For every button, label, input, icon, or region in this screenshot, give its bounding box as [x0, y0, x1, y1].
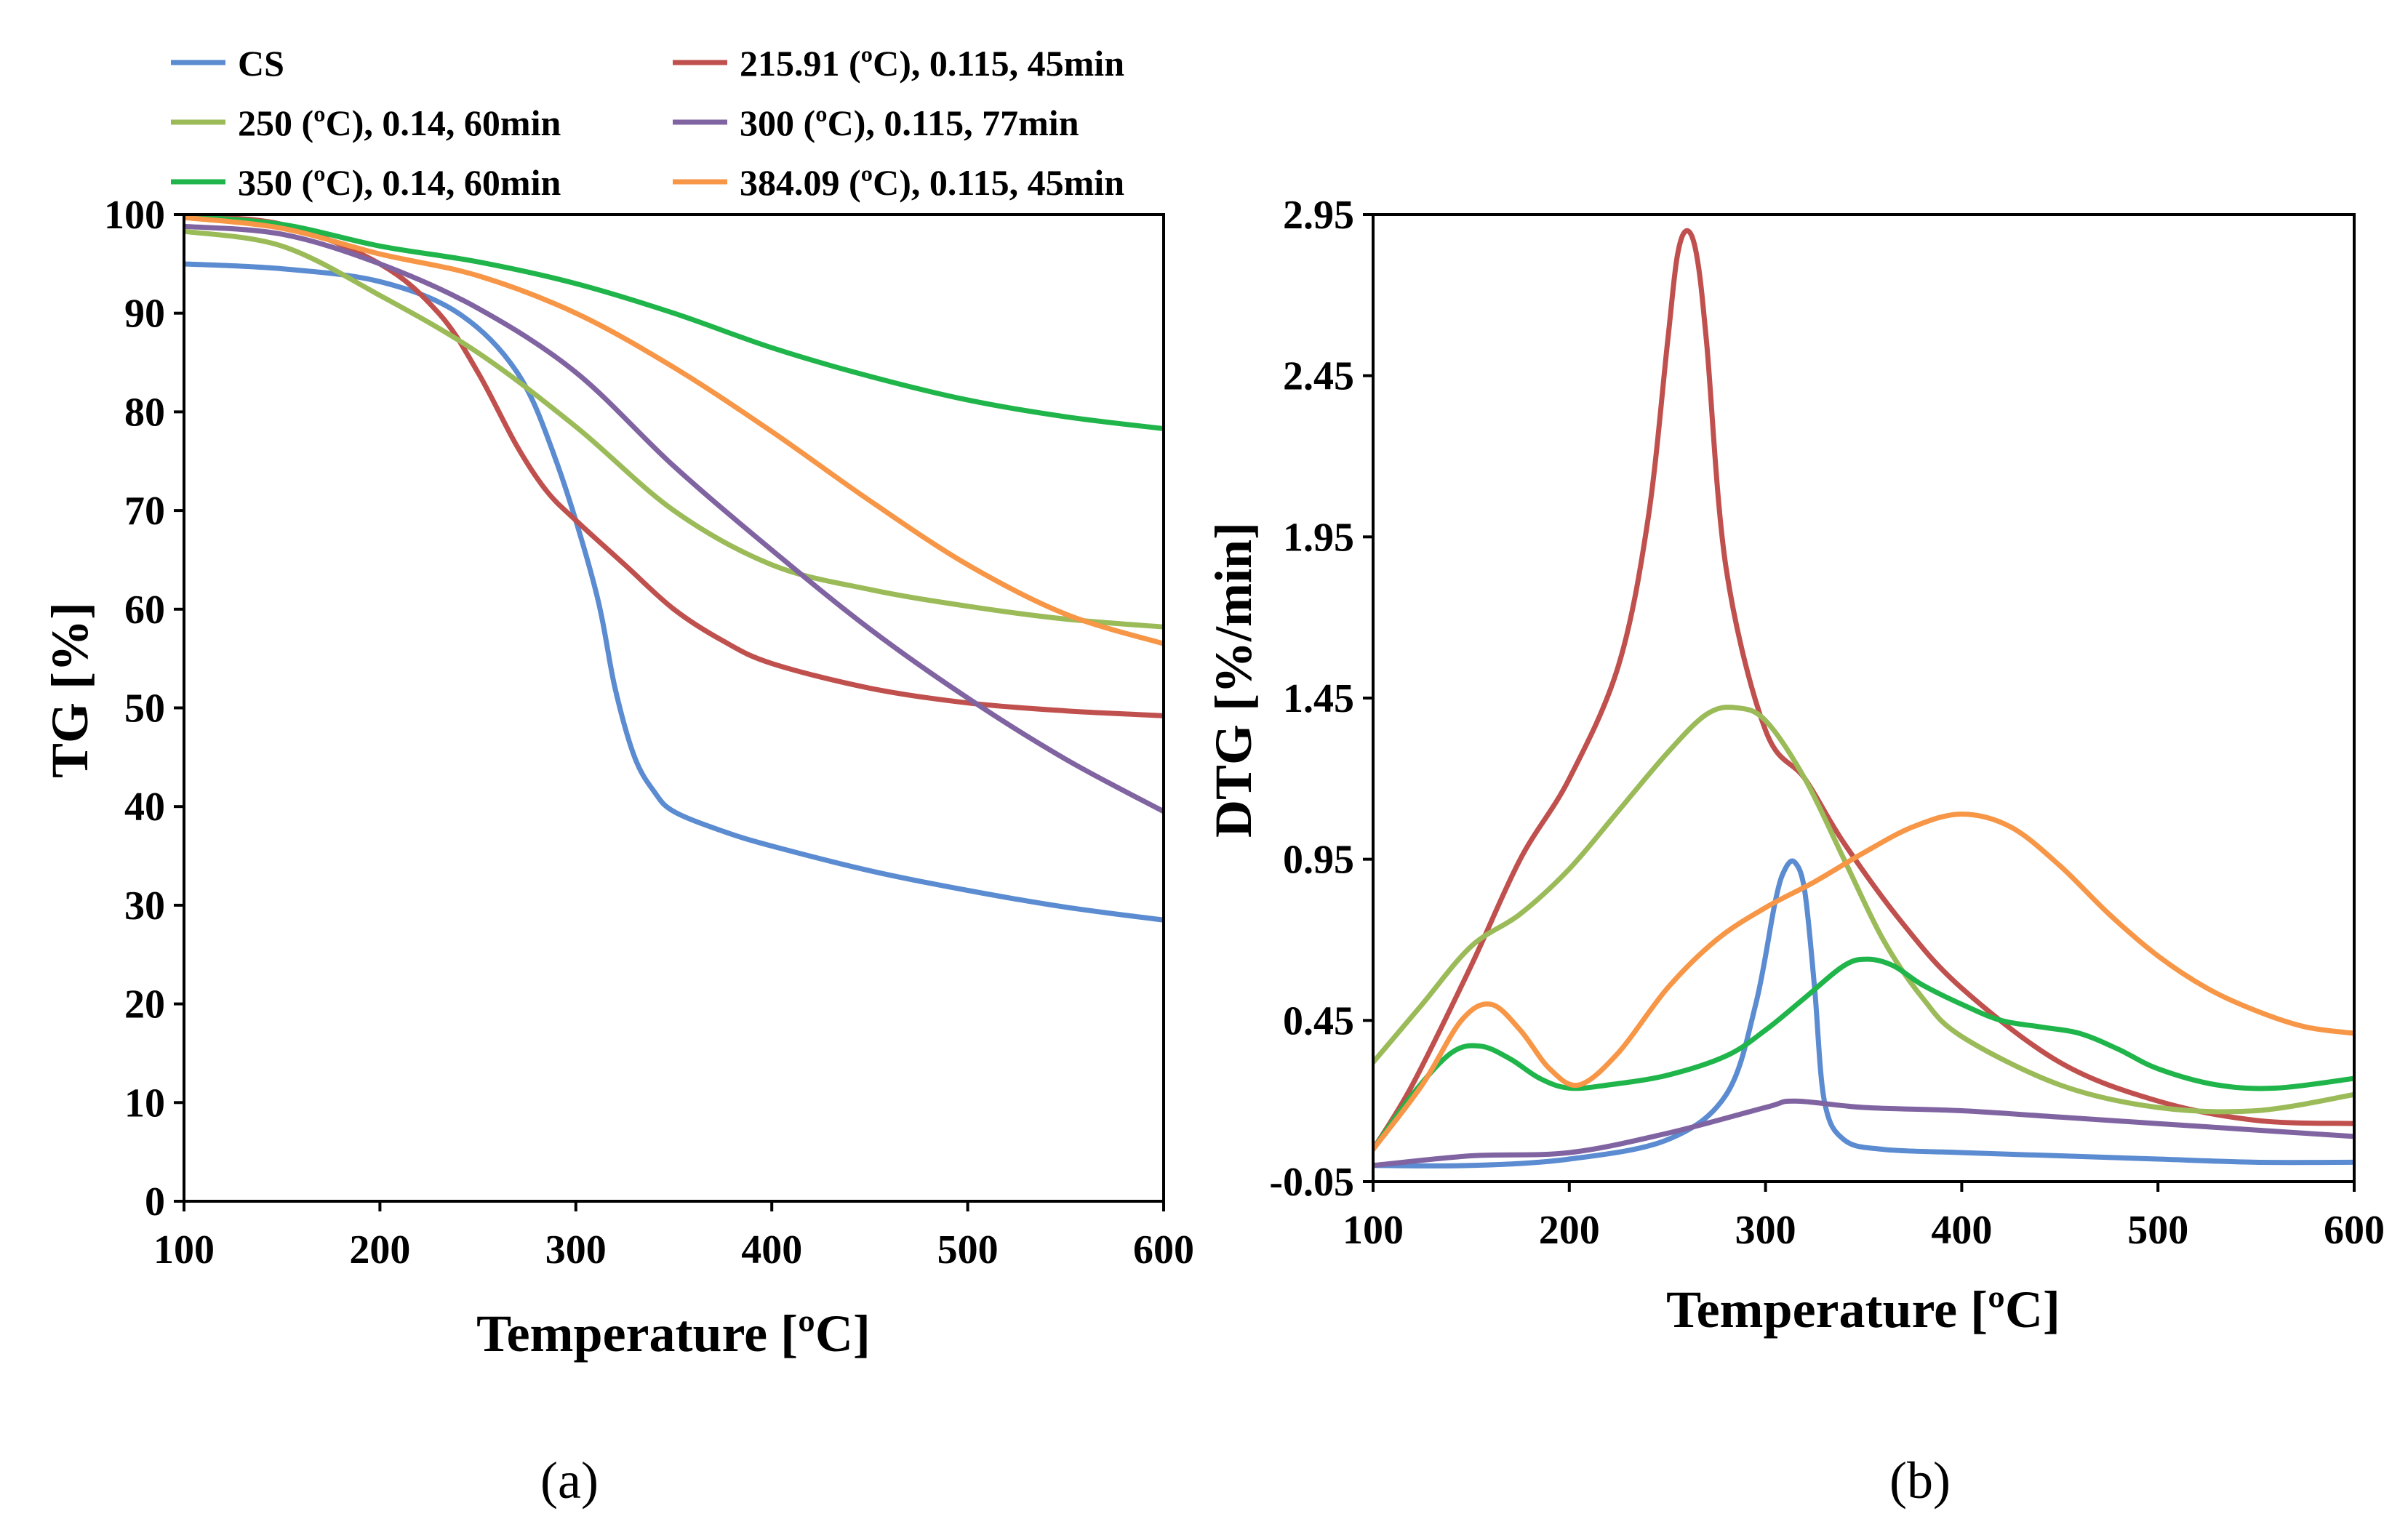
panel-b-ticks: 100 200 300 400 500 600 -0.05 0.45 0.95 1.45 1.95 2…: [1269, 193, 2385, 1253]
legend-entry-label: 215.91 (ºC), 0.115, 45min: [740, 43, 1124, 84]
x-tick-label: 400: [1931, 1208, 1992, 1253]
y-tick-label: 30: [124, 883, 165, 929]
legend-entry-label: 250 (ºC), 0.14, 60min: [238, 103, 561, 143]
series-line-5: [1373, 811, 2354, 1153]
series-line-2: [184, 228, 1164, 630]
panel-a-tg-chart: 100 200 300 400 500 6000102030405060708090100…: [41, 193, 1194, 1510]
panel-b-label: (b): [1889, 1451, 1951, 1510]
y-tick-label: 10: [124, 1081, 165, 1126]
x-tick-label: 300: [1735, 1208, 1796, 1253]
y-tick-label: 0.95: [1283, 838, 1354, 883]
legend-entry-label: 300 (ºC), 0.115, 77min: [740, 103, 1079, 143]
panel-b-plot-frame: [1372, 213, 2356, 1183]
y-tick-label: 60: [124, 588, 165, 633]
series-line-5: [184, 215, 1164, 646]
y-tick-label: 2.95: [1283, 193, 1354, 238]
y-tick-label: 70: [124, 489, 165, 534]
series-line-2: [1373, 705, 2354, 1115]
series-line-4: [184, 215, 1164, 431]
panel-a-label: (a): [540, 1451, 599, 1510]
x-tick-label: 500: [937, 1227, 999, 1273]
x-tick-label: 600: [1133, 1227, 1194, 1273]
y-tick-label: 1.95: [1283, 515, 1354, 560]
legend: CS 215.91 (ºC), 0.115, 45min 250 (ºC), 0.1…: [171, 43, 1124, 203]
series-line-4: [1373, 956, 2354, 1153]
legend-entry-label: 384.09 (ºC), 0.115, 45min: [740, 162, 1124, 203]
y-tick-label: 0.45: [1283, 998, 1354, 1043]
y-tick-label: 100: [104, 193, 165, 238]
y-tick-label: 1.45: [1283, 676, 1354, 721]
x-tick-label: 200: [1539, 1208, 1600, 1253]
panel-a-series-layer: [184, 215, 1164, 923]
y-tick-label: 90: [124, 292, 165, 337]
panel-b-y-axis-title: DTG [%/min]: [1204, 522, 1263, 838]
x-tick-label: 600: [2324, 1208, 2385, 1253]
x-tick-label: 400: [741, 1227, 802, 1273]
y-tick-label: 0: [145, 1179, 165, 1225]
legend-entry-label: CS: [238, 43, 284, 84]
y-tick-label: 50: [124, 686, 165, 732]
y-tick-label: -0.05: [1269, 1160, 1354, 1205]
panel-b-series-layer: [1373, 228, 2354, 1169]
panel-a-y-axis-title: TG [%]: [41, 602, 99, 778]
panel-b-dtg-chart: 100 200 300 400 500 600 -0.05 0.45 0.95 1.45 1.95 2…: [1204, 193, 2385, 1510]
y-tick-label: 2.45: [1283, 354, 1354, 399]
series-line-3: [184, 223, 1164, 814]
legend-entry-label: 350 (ºC), 0.14, 60min: [238, 162, 561, 203]
y-tick-label: 80: [124, 390, 165, 435]
x-tick-label: 300: [545, 1227, 607, 1273]
series-line-0: [1373, 858, 2354, 1169]
series-line-1: [1373, 228, 2354, 1153]
panel-b-x-axis-title: Temperature [ºC]: [1666, 1280, 2060, 1339]
panel-a-x-axis-title: Temperature [ºC]: [476, 1304, 871, 1363]
panel-a-ticks: 100 200 300 400 500 600 0 10 20 30 40 50 60 70 80 90 100: [104, 193, 1194, 1273]
series-line-3: [1373, 1098, 2354, 1169]
y-tick-label: 40: [124, 785, 165, 830]
x-tick-label: 500: [2127, 1208, 2188, 1253]
x-tick-label: 100: [1343, 1208, 1404, 1253]
x-tick-label: 100: [153, 1227, 215, 1273]
y-tick-label: 20: [124, 982, 165, 1027]
x-tick-label: 200: [349, 1227, 410, 1273]
